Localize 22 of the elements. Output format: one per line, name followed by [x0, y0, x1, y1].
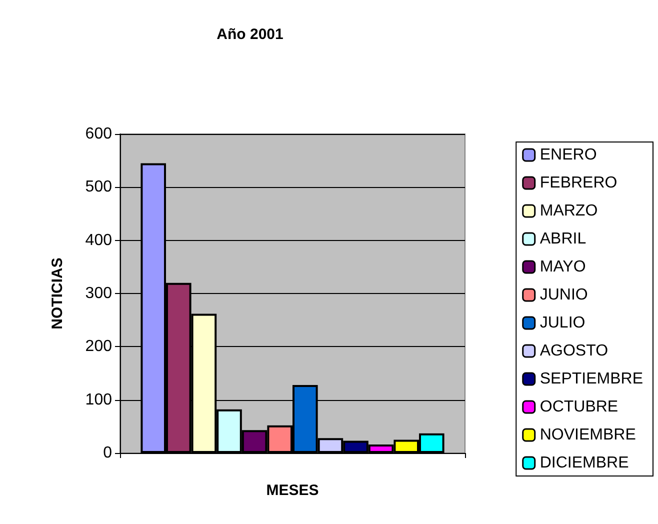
legend-label: JULIO [540, 314, 586, 332]
y-tick-label: 200 [85, 338, 112, 356]
legend-label: MAYO [540, 258, 586, 276]
legend-label: ENERO [540, 146, 597, 164]
y-tick-label: 300 [85, 285, 112, 302]
y-tick-label: 600 [85, 126, 112, 142]
legend-label: ABRIL [540, 230, 586, 248]
x-axis-title: MESES [266, 482, 319, 499]
y-tick-label: 100 [85, 391, 112, 408]
legend-label: NOVIEMBRE [540, 426, 636, 444]
legend-label: FEBRERO [540, 174, 618, 192]
y-tick-label: 0 [103, 444, 112, 462]
y-axis-title: NOTICIAS [49, 258, 66, 330]
legend-label: MARZO [540, 202, 598, 220]
legend-label: JUNIO [540, 286, 588, 304]
chart-title: Año 2001 [216, 26, 284, 43]
legend-label: SEPTIEMBRE [540, 370, 644, 388]
y-tick-label: 400 [85, 232, 112, 249]
legend-label: DICIEMBRE [540, 454, 629, 472]
legend-label: AGOSTO [540, 342, 608, 360]
y-tick-label: 500 [85, 178, 112, 196]
legend-label: OCTUBRE [540, 398, 618, 416]
